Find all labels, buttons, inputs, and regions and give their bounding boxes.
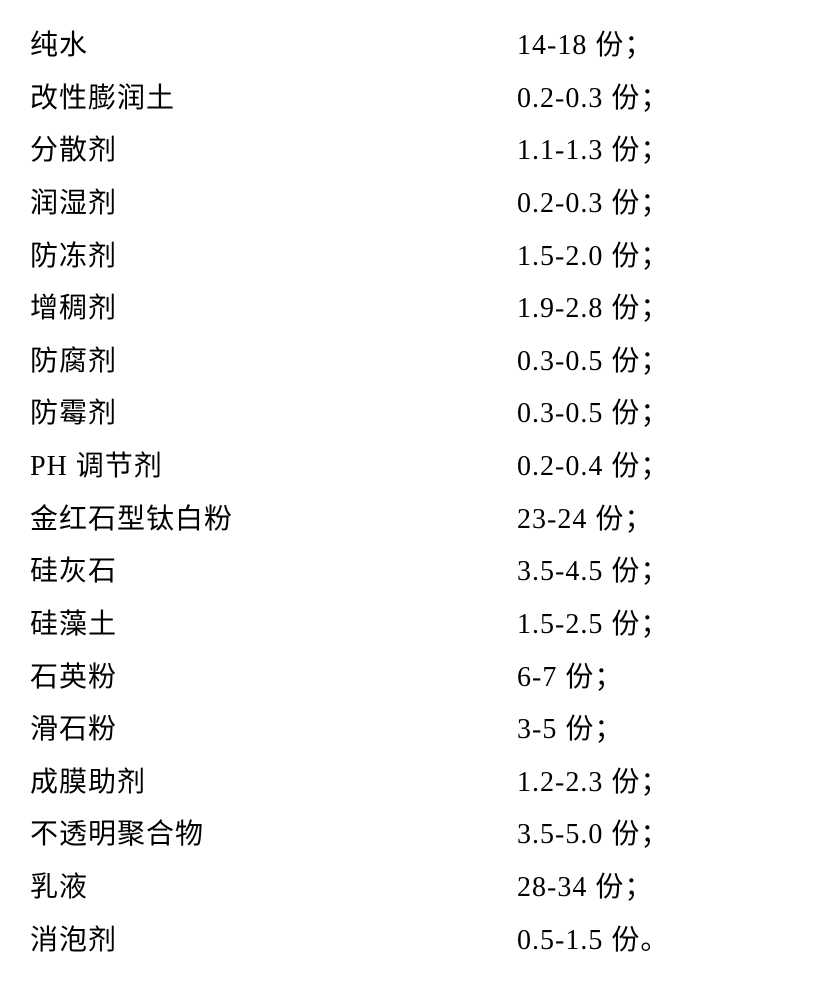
ingredient-value: 1.5-2.0 份； <box>517 231 797 284</box>
ingredient-value: 23-24 份； <box>517 494 797 547</box>
table-row: 硅灰石 3.5-4.5 份； <box>30 546 797 599</box>
ingredient-value: 14-18 份； <box>517 20 797 73</box>
table-row: 增稠剂 1.9-2.8 份； <box>30 283 797 336</box>
ingredient-value: 6-7 份； <box>517 652 797 705</box>
ingredient-label: 防腐剂 <box>30 336 117 389</box>
table-row: 防霉剂 0.3-0.5 份； <box>30 388 797 441</box>
table-row: 纯水 14-18 份； <box>30 20 797 73</box>
ingredient-value: 0.5-1.5 份。 <box>517 915 797 968</box>
ingredient-label: 硅藻土 <box>30 599 117 652</box>
ingredient-label: 改性膨润土 <box>30 73 175 126</box>
table-row: 改性膨润土 0.2-0.3 份； <box>30 73 797 126</box>
ingredient-value: 1.2-2.3 份； <box>517 757 797 810</box>
ingredient-table: 纯水14-18 份；改性膨润土0.2-0.3 份；分散剂1.1-1.3 份；润湿… <box>30 20 797 967</box>
ingredient-label: 消泡剂 <box>30 915 117 968</box>
ingredient-value: 1.1-1.3 份； <box>517 125 797 178</box>
table-row: 防腐剂 0.3-0.5 份； <box>30 336 797 389</box>
table-row: 滑石粉 3-5 份； <box>30 704 797 757</box>
ingredient-value: 0.2-0.4 份； <box>517 441 797 494</box>
ingredient-value: 0.2-0.3 份； <box>517 73 797 126</box>
ingredient-label: 硅灰石 <box>30 546 117 599</box>
ingredient-value: 0.2-0.3 份； <box>517 178 797 231</box>
ingredient-value: 3-5 份； <box>517 704 797 757</box>
table-row: 不透明聚合物 3.5-5.0 份； <box>30 809 797 862</box>
table-row: 石英粉 6-7 份； <box>30 652 797 705</box>
ingredient-label: 润湿剂 <box>30 178 117 231</box>
ingredient-label: 纯水 <box>30 20 88 73</box>
table-row: 硅藻土 1.5-2.5 份； <box>30 599 797 652</box>
ingredient-label: 金红石型钛白粉 <box>30 494 233 547</box>
ingredient-label: 防霉剂 <box>30 388 117 441</box>
table-row: 消泡剂 0.5-1.5 份。 <box>30 915 797 968</box>
table-row: 润湿剂 0.2-0.3 份； <box>30 178 797 231</box>
ingredient-value: 1.5-2.5 份； <box>517 599 797 652</box>
ingredient-label: 石英粉 <box>30 652 117 705</box>
ingredient-value: 0.3-0.5 份； <box>517 336 797 389</box>
ingredient-label: 增稠剂 <box>30 283 117 336</box>
ingredient-value: 1.9-2.8 份； <box>517 283 797 336</box>
table-row: 防冻剂 1.5-2.0 份； <box>30 231 797 284</box>
table-row: 分散剂 1.1-1.3 份； <box>30 125 797 178</box>
ingredient-label: 成膜助剂 <box>30 757 146 810</box>
ingredient-value: 0.3-0.5 份； <box>517 388 797 441</box>
ingredient-label: 乳液 <box>30 862 88 915</box>
ingredient-label: PH 调节剂 <box>30 441 163 494</box>
table-row: PH 调节剂 0.2-0.4 份； <box>30 441 797 494</box>
ingredient-label: 防冻剂 <box>30 231 117 284</box>
ingredient-label: 滑石粉 <box>30 704 117 757</box>
ingredient-value: 3.5-4.5 份； <box>517 546 797 599</box>
table-row: 成膜助剂 1.2-2.3 份； <box>30 757 797 810</box>
table-row: 乳液 28-34 份； <box>30 862 797 915</box>
ingredient-value: 3.5-5.0 份； <box>517 809 797 862</box>
ingredient-label: 不透明聚合物 <box>30 809 204 862</box>
ingredient-label: 分散剂 <box>30 125 117 178</box>
table-row: 金红石型钛白粉 23-24 份； <box>30 494 797 547</box>
ingredient-value: 28-34 份； <box>517 862 797 915</box>
